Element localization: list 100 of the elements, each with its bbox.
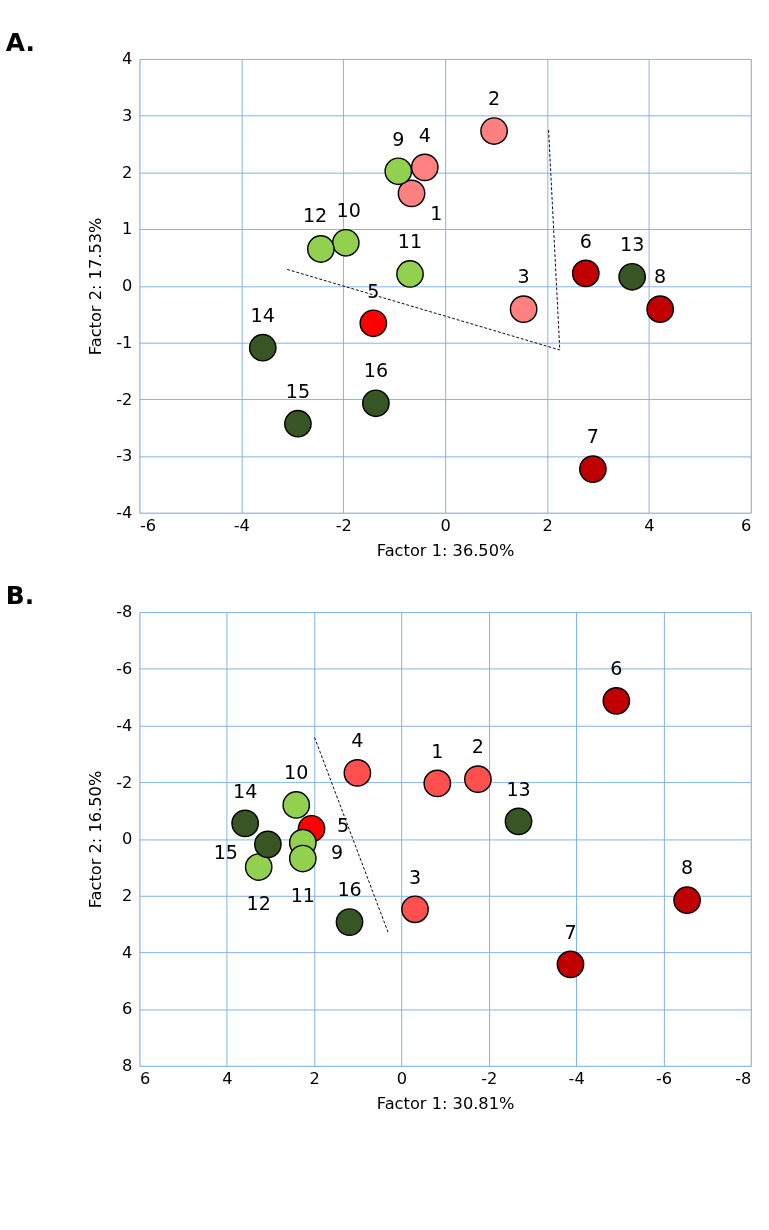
annotation: 12	[246, 892, 271, 916]
y-axis-title: Factor 2: 17.53%	[85, 217, 105, 356]
point	[423, 769, 452, 798]
point	[579, 455, 607, 483]
point	[384, 157, 413, 186]
x-tick-label: 6	[741, 516, 752, 536]
x-tick-label: -4	[233, 516, 250, 536]
annotation: 3	[517, 265, 530, 289]
chart-title: B.	[5, 581, 35, 611]
point	[288, 844, 317, 873]
point	[284, 409, 312, 438]
annotation: 15	[213, 840, 238, 864]
annotation: 9	[392, 127, 405, 151]
point	[556, 950, 585, 979]
y-tick-label: -4	[116, 715, 133, 735]
x-axis-title: Factor 1: 36.50%	[376, 541, 515, 561]
annotation: 10	[284, 761, 309, 785]
x-tick-label: -2	[481, 1069, 498, 1089]
annotation: 7	[586, 425, 599, 449]
annotation: 14	[233, 779, 258, 803]
x-tick-label: 2	[542, 516, 553, 536]
annotation: 15	[285, 379, 311, 403]
annotation: 13	[506, 777, 531, 801]
point	[306, 235, 335, 263]
x-tick-label: -8	[735, 1069, 752, 1089]
point	[401, 895, 429, 924]
chart-title: A.	[5, 28, 35, 58]
y-tick-label: -8	[116, 602, 133, 622]
annotation: 7	[564, 920, 577, 944]
annotation: 8	[654, 265, 667, 289]
annotation: 14	[250, 303, 275, 327]
point	[331, 228, 360, 257]
annotation: 13	[619, 233, 645, 256]
point	[343, 759, 372, 787]
y-tick-label: 8	[121, 1056, 133, 1076]
annotation: 16	[363, 359, 389, 383]
annotation: 9	[331, 840, 344, 864]
y-tick-label: -4	[116, 503, 133, 522]
y-tick-label: 0	[121, 276, 133, 296]
annotation: 2	[471, 735, 484, 759]
x-axis-title: Factor 1: 30.81%	[376, 1094, 515, 1114]
annotation: 10	[336, 198, 361, 222]
annotation: 4	[418, 123, 431, 147]
point	[244, 853, 273, 881]
annotation: 1	[430, 202, 443, 226]
annotation: 5	[336, 813, 350, 837]
annotation: 4	[351, 729, 364, 753]
point	[673, 886, 701, 915]
y-tick-label: -1	[116, 332, 133, 352]
annotation: 8	[681, 856, 694, 880]
point	[253, 830, 282, 859]
annotation: 6	[610, 657, 623, 681]
y-tick-label: 4	[121, 942, 133, 962]
x-tick-label: 6	[139, 1069, 151, 1089]
x-tick-label: 4	[644, 516, 655, 536]
annotation: 11	[397, 230, 423, 254]
x-tick-label: 2	[309, 1069, 320, 1089]
point	[504, 807, 533, 836]
annotation: 16	[337, 878, 362, 902]
y-tick-label: -6	[116, 659, 133, 679]
point	[618, 262, 647, 291]
point	[396, 260, 424, 288]
x-tick-label: -6	[139, 516, 157, 536]
annotation: 1	[431, 739, 444, 763]
y-tick-label: 4	[121, 49, 133, 69]
point	[464, 765, 492, 793]
point	[646, 295, 675, 323]
y-tick-label: 1	[121, 219, 133, 239]
x-tick-label: 4	[222, 1069, 233, 1089]
point	[480, 117, 508, 145]
annotation: 6	[579, 229, 592, 253]
annotation: 5	[367, 279, 380, 303]
y-tick-label: 2	[121, 885, 133, 905]
y-tick-label: -2	[116, 389, 133, 409]
point	[571, 259, 600, 288]
x-tick-label: 0	[440, 516, 451, 536]
point	[410, 153, 439, 182]
y-tick-label: -3	[116, 446, 133, 466]
x-tick-label: -4	[568, 1069, 585, 1089]
point	[602, 687, 631, 715]
point	[282, 791, 311, 819]
x-tick-label: -2	[335, 516, 352, 536]
point	[248, 333, 277, 362]
y-tick-label: 3	[121, 105, 133, 125]
point	[335, 908, 364, 936]
x-tick-label: 0	[396, 1069, 408, 1089]
y-tick-label: 0	[121, 829, 133, 849]
x-tick-label: -6	[655, 1069, 673, 1089]
y-tick-label: -2	[116, 772, 133, 792]
point	[361, 389, 390, 418]
y-axis-title: Factor 2: 16.50%	[85, 770, 105, 909]
point	[397, 179, 426, 208]
y-tick-label: 6	[121, 999, 133, 1019]
annotation: 12	[302, 204, 328, 228]
point	[231, 809, 260, 838]
y-tick-label: 2	[121, 162, 133, 182]
annotation: 2	[487, 87, 501, 111]
point	[509, 295, 538, 323]
annotation: 3	[408, 865, 422, 889]
annotation: 11	[290, 884, 315, 908]
